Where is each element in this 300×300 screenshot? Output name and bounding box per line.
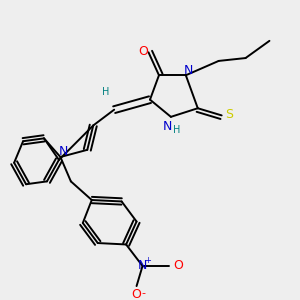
Text: +: + — [145, 256, 151, 265]
Text: O: O — [131, 288, 141, 300]
Text: S: S — [225, 108, 233, 121]
Text: O: O — [138, 45, 148, 58]
Text: N: N — [138, 259, 147, 272]
Text: H: H — [101, 88, 109, 98]
Text: N: N — [163, 119, 172, 133]
Text: -: - — [141, 288, 145, 298]
Text: O: O — [173, 259, 183, 272]
Text: N: N — [59, 145, 68, 158]
Text: N: N — [184, 64, 193, 76]
Text: H: H — [172, 125, 180, 135]
